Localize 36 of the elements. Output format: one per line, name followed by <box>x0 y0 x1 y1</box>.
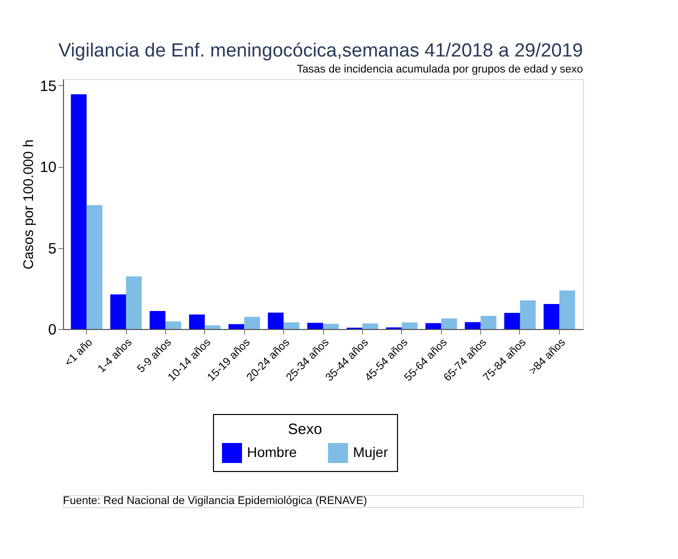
bar <box>441 318 457 329</box>
bar <box>204 325 221 329</box>
bar <box>86 205 102 329</box>
bar <box>402 322 418 329</box>
bar <box>70 94 87 329</box>
legend-label: Mujer <box>353 444 388 460</box>
chart-subtitle: Tasas de incidencia acumulada por grupos de edad y sexo <box>296 63 583 76</box>
bar <box>244 316 260 329</box>
legend-label: Hombre <box>247 444 298 460</box>
bar <box>425 323 442 329</box>
bar <box>165 321 182 329</box>
bar <box>150 310 166 329</box>
bar <box>228 324 244 329</box>
bar <box>559 290 576 329</box>
bar <box>323 324 339 329</box>
bar <box>362 323 378 329</box>
source-note: Fuente: Red Nacional de Vigilancia Epidemiológica (RENAVE) <box>63 495 368 507</box>
bar <box>284 322 300 329</box>
bar <box>520 300 536 329</box>
bar <box>464 322 481 329</box>
bar <box>126 276 142 329</box>
bar <box>504 312 520 329</box>
bar <box>480 316 496 329</box>
legend-title: Sexo <box>288 421 322 438</box>
bar <box>110 294 126 329</box>
y-axis-title: Casos por 100.000 h <box>20 140 36 270</box>
chart-title: Vigilancia de Enf. meningocócica,semanas 41/2018 a 29/2019 <box>58 40 583 62</box>
bar <box>268 312 284 329</box>
y-tick-label: 0 <box>48 322 56 338</box>
y-tick-label: 15 <box>40 78 56 95</box>
x-tick-label: <1 año <box>62 336 96 369</box>
bar <box>189 314 205 329</box>
y-tick-label: 5 <box>48 240 56 258</box>
y-tick-label: 10 <box>40 159 56 176</box>
bar <box>544 304 560 329</box>
bar <box>307 322 323 329</box>
